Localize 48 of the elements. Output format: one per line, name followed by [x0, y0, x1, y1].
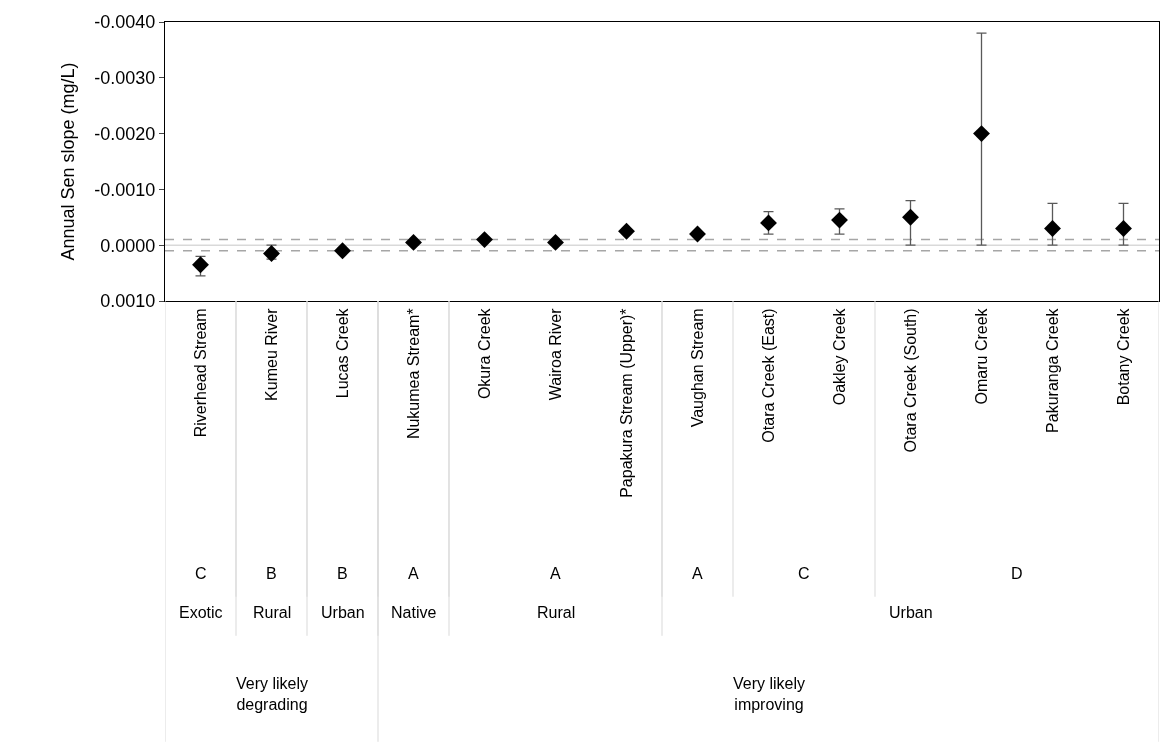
- point: [973, 125, 990, 143]
- x-tick-label: Otara Creek (South): [901, 308, 919, 453]
- text: Urban: [889, 604, 933, 621]
- text: Native: [391, 604, 437, 621]
- text: Rural: [537, 604, 576, 621]
- point: [1115, 220, 1132, 237]
- x-tick-label: Omaru Creek: [972, 307, 990, 405]
- point: [405, 233, 422, 251]
- y-tick-label: -0.0020: [94, 123, 156, 144]
- x-tick-label: Kumeu River: [262, 307, 280, 401]
- point: [831, 211, 848, 229]
- text: A: [550, 565, 561, 582]
- point: [689, 225, 706, 243]
- text: Exotic: [179, 604, 223, 621]
- x-tick-label: Wairoa River: [546, 307, 564, 401]
- y-tick-label: -0.0040: [94, 12, 156, 33]
- y-tick-label: -0.0030: [94, 68, 156, 89]
- y-tick-label: -0.0010: [94, 179, 156, 200]
- x-tick-label: Riverhead Stream: [191, 308, 209, 438]
- point: [618, 222, 635, 240]
- text: Rural: [253, 604, 292, 621]
- x-tick-label: Otara Creek (East): [759, 308, 777, 443]
- text: C: [195, 565, 207, 582]
- y-tick-label: 0.0000: [100, 235, 156, 256]
- y-tick-label: 0.0010: [100, 291, 156, 312]
- x-tick-label: Nukumea Stream*: [404, 308, 422, 440]
- text: Urban: [321, 604, 365, 621]
- text: C: [798, 565, 810, 582]
- point: [334, 242, 351, 260]
- text: Very likely improving: [733, 675, 806, 713]
- x-tick-label: Oakley Creek: [830, 307, 848, 406]
- x-tick-label: Vaughan Stream: [688, 308, 706, 428]
- text: A: [692, 565, 703, 582]
- x-tick-label: Botany Creek: [1114, 307, 1132, 406]
- point: [547, 233, 564, 251]
- text: A: [408, 565, 419, 582]
- y-axis-title: Annual Sen slope (mg/L): [57, 62, 78, 261]
- point: [476, 231, 493, 249]
- x-tick-label: Okura Creek: [475, 307, 493, 400]
- text: B: [337, 565, 348, 582]
- x-tick-label: Papakura Stream (Upper)*: [617, 308, 635, 498]
- text: Very likely degrading: [236, 675, 309, 713]
- point: [902, 208, 919, 226]
- point: [1044, 220, 1061, 237]
- text: B: [266, 565, 277, 582]
- x-tick-label: Pakuranga Creek: [1043, 307, 1061, 433]
- x-tick-label: Lucas Creek: [333, 307, 351, 399]
- text: D: [1011, 565, 1023, 582]
